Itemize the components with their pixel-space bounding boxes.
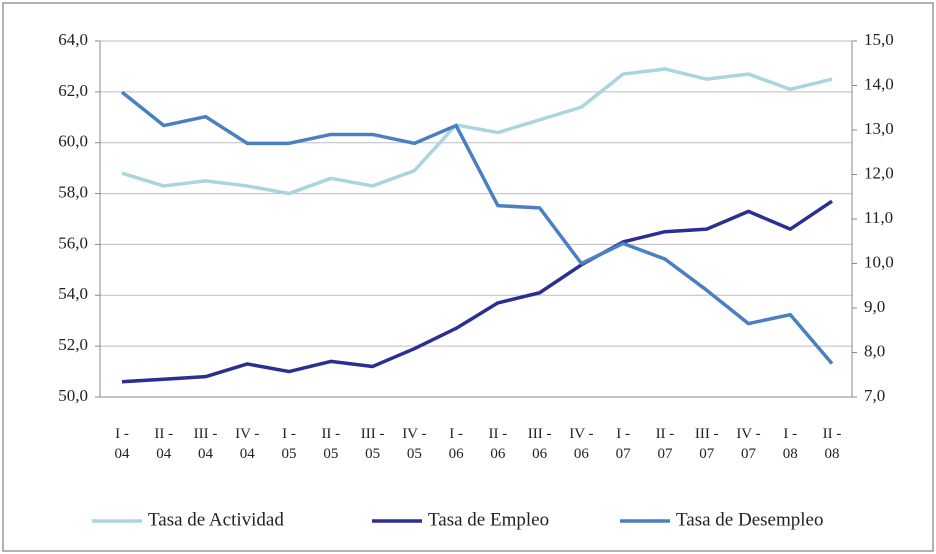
x-tick-label: II - 04 [154, 426, 174, 462]
legend-label: Tasa de Empleo [428, 509, 549, 530]
x-tick-label: I - 06 [448, 426, 464, 462]
x-tick-label: II - 07 [655, 426, 675, 462]
x-tick-label: III - 04 [193, 426, 218, 462]
x-tick-label: IV - 07 [736, 426, 761, 462]
y-tick-label: 56,0 [58, 233, 88, 252]
y-tick-label: 60,0 [58, 132, 88, 151]
y2-tick-label: 11,0 [864, 208, 893, 227]
y2-tick-label: 12,0 [864, 163, 894, 182]
legend-label: Tasa de Desempleo [676, 509, 823, 530]
y2-tick-label: 9,0 [864, 297, 885, 316]
series-line [121, 199, 833, 384]
y-tick-label: 58,0 [58, 182, 88, 201]
series-line [120, 90, 834, 365]
x-tick-label: I - 08 [782, 426, 798, 462]
y2-tick-label: 10,0 [864, 252, 894, 271]
series-line [121, 67, 833, 196]
x-tick-label: II - 06 [488, 426, 508, 462]
legend-label: Tasa de Actividad [148, 509, 284, 530]
x-tick-label: III - 07 [694, 426, 719, 462]
x-tick-label: IV - 06 [569, 426, 594, 462]
x-tick-label: I - 07 [615, 426, 631, 462]
x-tick-label: III - 06 [527, 426, 552, 462]
x-tick-label: IV - 05 [402, 426, 427, 462]
y-tick-label: 62,0 [58, 81, 88, 100]
y2-tick-label: 13,0 [864, 119, 894, 138]
x-tick-label: I - 05 [281, 426, 297, 462]
y-tick-label: 54,0 [58, 284, 88, 303]
y2-tick-label: 7,0 [864, 386, 885, 405]
y-tick-label: 50,0 [58, 386, 88, 405]
x-tick-label: II - 08 [822, 426, 842, 462]
y2-tick-label: 14,0 [864, 74, 894, 93]
x-tick-label: II - 05 [321, 426, 341, 462]
x-tick-label: I - 04 [114, 426, 130, 462]
y2-tick-label: 15,0 [864, 30, 894, 49]
y-tick-label: 52,0 [58, 335, 88, 354]
x-tick-label: III - 05 [360, 426, 385, 462]
y2-tick-label: 8,0 [864, 341, 885, 360]
x-tick-label: IV - 04 [235, 426, 260, 462]
y-tick-label: 64,0 [58, 30, 88, 49]
